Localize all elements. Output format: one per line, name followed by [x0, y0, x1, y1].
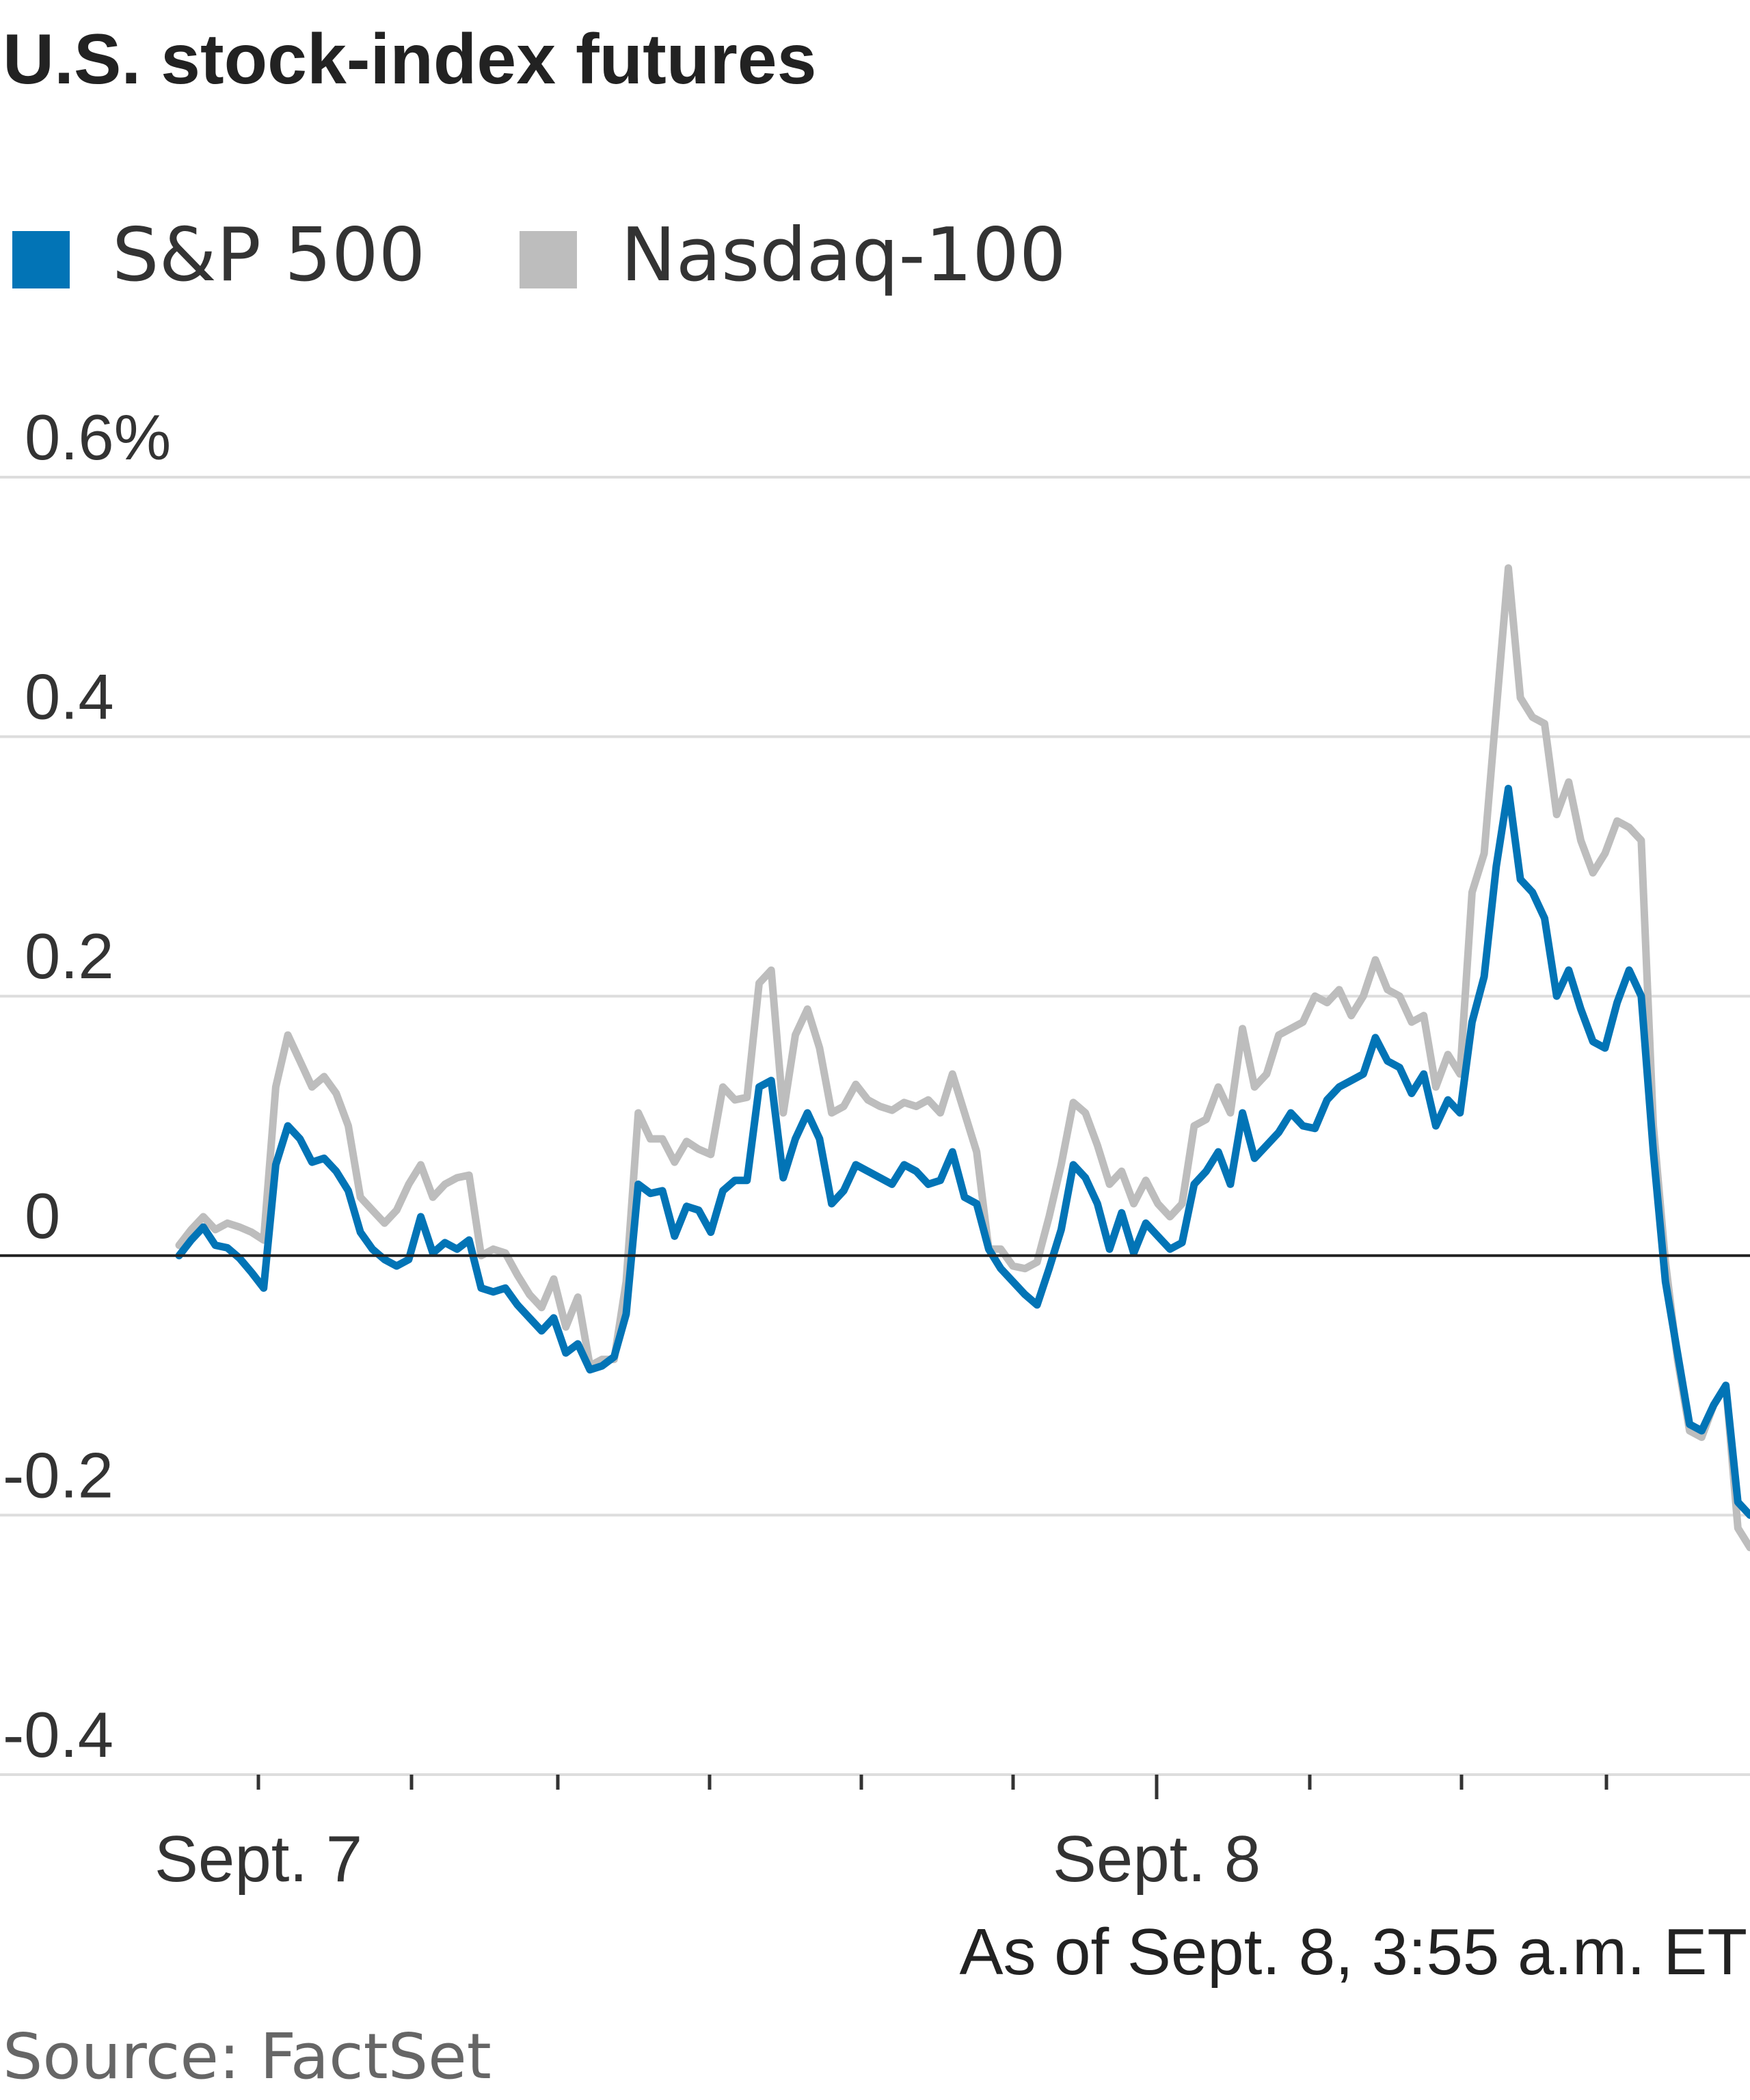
y-tick-labels: 0.6% 0.4 0.2 0 -0.2 -0.4 [3, 401, 171, 1771]
y-tick-label: -0.4 [3, 1699, 113, 1771]
legend-swatch-nasdaq [520, 231, 577, 288]
x-axis [0, 1773, 1750, 1799]
x-tick-labels: Sept. 7 Sept. 8 [154, 1822, 1261, 1896]
source-note: Source: FactSet [3, 2020, 492, 2093]
y-tick-label: 0 [25, 1180, 60, 1252]
series-line-sp500 [175, 785, 1750, 1519]
y-tick-label: -0.2 [3, 1439, 113, 1511]
legend-swatch-sp500 [12, 231, 70, 288]
chart-title: U.S. stock-index futures [3, 20, 816, 99]
y-tick-label: 0.2 [25, 920, 114, 992]
y-tick-label: 0.6% [25, 401, 171, 473]
y-gridlines [0, 476, 1750, 1776]
series-lines [175, 564, 1750, 1552]
x-tick-label-sept-8: Sept. 8 [1053, 1822, 1261, 1896]
as-of-note: As of Sept. 8, 3:55 a.m. ET [959, 1915, 1747, 1989]
y-tick-label: 0.4 [25, 661, 114, 733]
legend-label-sp500: S&P 500 [112, 213, 425, 298]
legend-label-nasdaq: Nasdaq-100 [621, 213, 1066, 298]
x-tick-label-sept-7: Sept. 7 [154, 1822, 362, 1896]
series-line-nasdaq [175, 564, 1750, 1552]
legend: S&P 500 Nasdaq-100 [12, 213, 1066, 298]
